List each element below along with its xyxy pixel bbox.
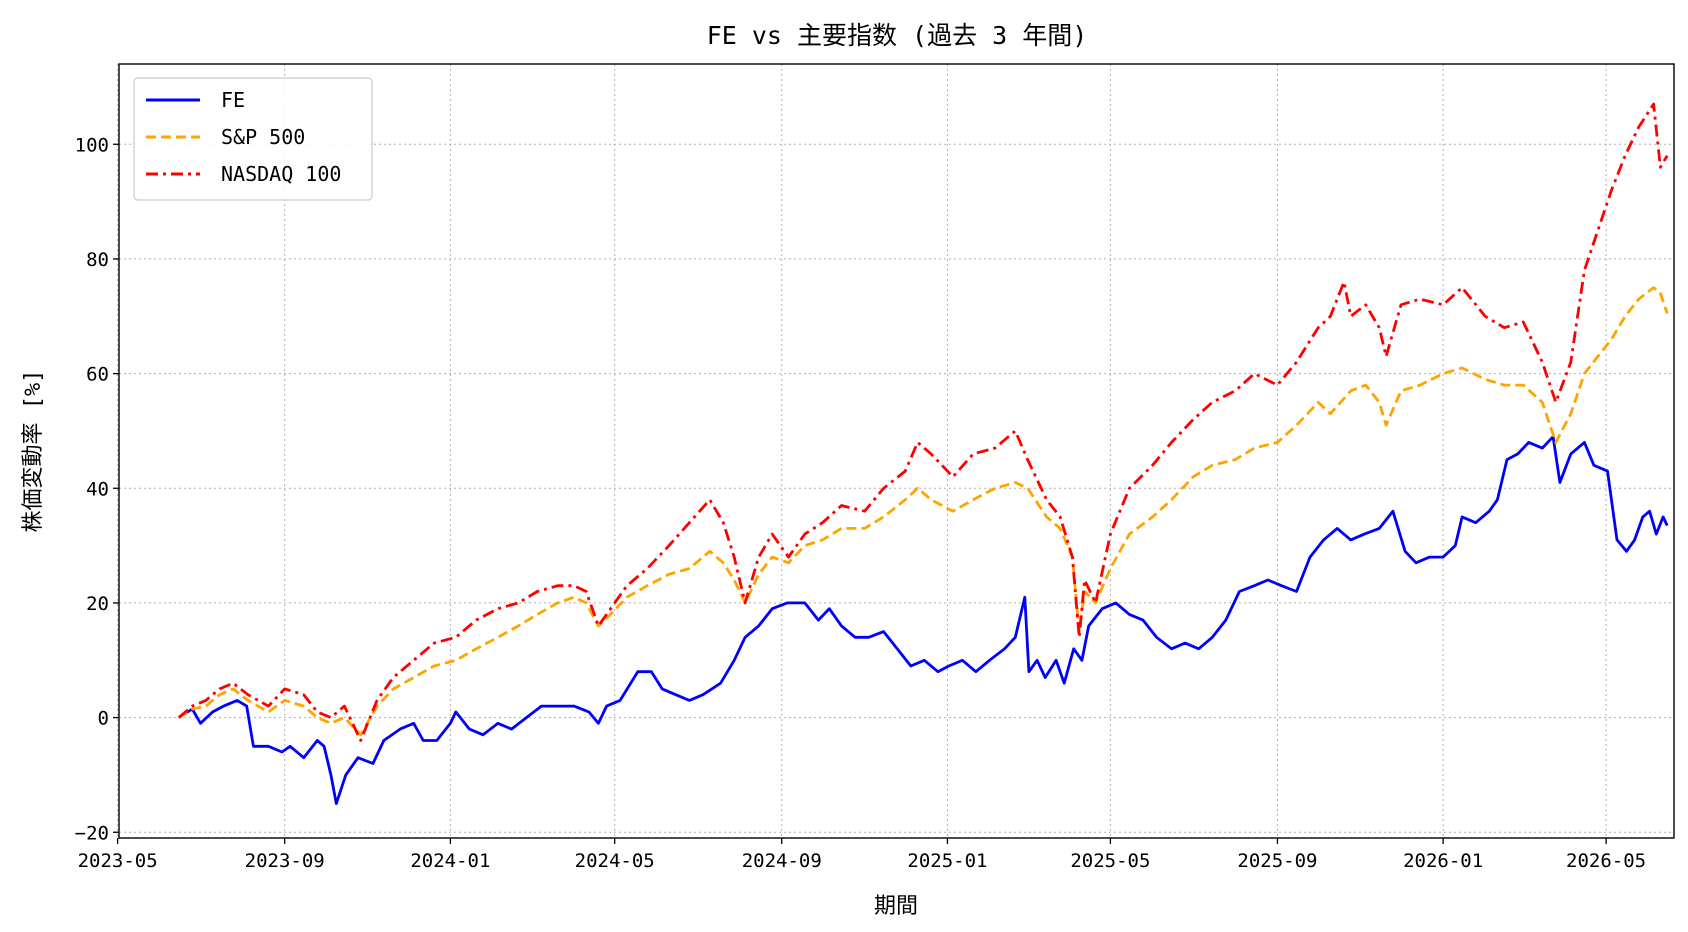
x-tick-label: 2024-05 <box>575 850 655 872</box>
x-tick-label: 2025-05 <box>1070 850 1150 872</box>
grid <box>117 64 1674 838</box>
series-line-fe <box>178 435 1669 805</box>
x-tick-label: 2025-09 <box>1237 850 1317 872</box>
legend-label-fe: FE <box>221 88 245 112</box>
y-tick-label: 0 <box>98 708 109 730</box>
x-tick-label: 2026-05 <box>1566 850 1646 872</box>
x-tick-label: 2024-01 <box>410 850 490 872</box>
x-tick-label: 2026-01 <box>1403 850 1483 872</box>
legend-label-sp500: S&P 500 <box>221 125 305 149</box>
series-lines <box>177 102 1669 805</box>
x-tick-label: 2023-09 <box>245 850 325 872</box>
y-tick-label: 20 <box>86 593 109 615</box>
y-tick-label: 100 <box>75 134 109 156</box>
y-tick-label: −20 <box>75 822 109 844</box>
y-axis-title: 株価変動率 [%] <box>21 370 46 533</box>
legend-label-nasdaq100: NASDAQ 100 <box>221 162 341 186</box>
series-line-nasdaq100 <box>177 102 1669 742</box>
x-axis-title: 期間 <box>874 894 918 919</box>
x-tick-label: 2025-01 <box>907 850 987 872</box>
y-tick-label: 60 <box>86 364 109 386</box>
chart-title: FE vs 主要指数 (過去 3 年間) <box>707 21 1088 50</box>
x-tick-label: 2024-09 <box>742 850 822 872</box>
plot-frame <box>118 63 1675 839</box>
legend-box <box>133 77 373 201</box>
axis-ticks: 2023-05 2023-09 2024-01 2024-05 2024-09 2025-… <box>75 134 1646 872</box>
legend: FE S&P 500 NASDAQ 100 <box>133 77 373 201</box>
x-tick-label: 2023-05 <box>78 850 158 872</box>
y-tick-label: 80 <box>86 249 109 271</box>
y-tick-label: 40 <box>86 478 109 500</box>
